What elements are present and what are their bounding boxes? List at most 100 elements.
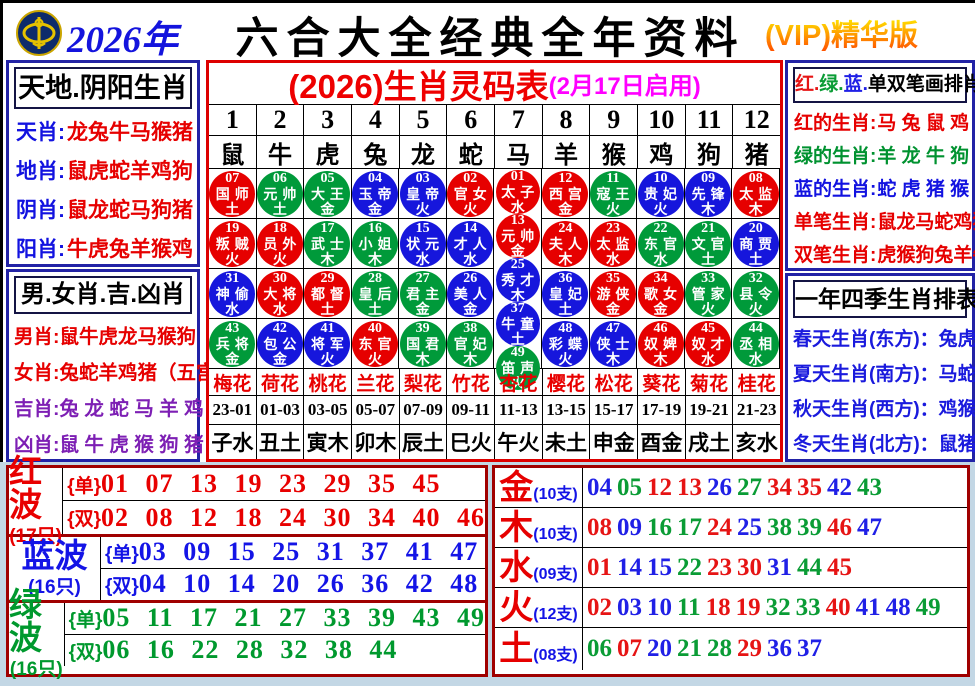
row-value: 虎猴狗兔羊牛: [877, 245, 975, 266]
brand-logo-icon: [15, 9, 63, 62]
ball-element: 水: [272, 300, 287, 317]
ball-element: 水: [701, 350, 716, 367]
ball-number: 25: [510, 257, 525, 272]
zodiac-ball-36: 36 皇妃土: [542, 270, 589, 317]
even-tag: {双}: [68, 641, 103, 663]
colored-number: 46: [827, 513, 852, 541]
color-waves-panel: 红波 (17只) {单} 01 07 13 19 23 29 35 45 {双}…: [6, 455, 488, 680]
ball-number: 32: [748, 270, 763, 286]
zodiac-row: 蓝的生肖: 蛇 虎 猪 猴: [788, 171, 972, 204]
ball-title: 武士: [310, 235, 349, 252]
green-wave-group: 绿波 (16只) {单} 05 11 17 21 27 33 39 43 49 …: [9, 588, 485, 680]
element-numbers: 08 09 16 17 24 25 38 39 46 47: [583, 508, 967, 547]
zodiac-animal: 马: [495, 136, 543, 168]
row-label: 单笔生肖:: [794, 212, 877, 233]
zodiac-cell: 39 国君木: [399, 319, 447, 369]
column-number: 4: [352, 105, 400, 135]
colored-number: 蓝.: [843, 74, 868, 95]
zodiac-row: 绿的生肖: 羊 龙 牛 狗: [788, 138, 972, 171]
ball-number: 39: [415, 320, 430, 336]
zodiac-ball-38: 38 官妃木: [447, 320, 494, 367]
ball-number: 13: [510, 213, 525, 228]
zodiac-ball-14: 14 才人水: [447, 220, 494, 267]
odd-numbers: 01 07 13 19 23 29 35 45: [101, 469, 441, 498]
colored-number: 20: [647, 635, 672, 662]
row-value: 兔 龙 蛇 马 羊 鸡: [59, 397, 204, 420]
zodiac-ball-02: 02 官女火: [447, 170, 494, 217]
colored-number: 08: [587, 513, 612, 541]
ball-number: 17: [320, 220, 335, 236]
zodiac-ball-39: 39 国君木: [399, 320, 446, 367]
zodiac-cell: 11 寇王火: [589, 169, 638, 219]
zodiac-cell: 23 太监水: [589, 219, 638, 269]
ball-title: 寇王: [596, 185, 635, 202]
ball-element: 土: [701, 250, 716, 267]
flower-label: 兰花: [352, 369, 400, 395]
zodiac-ball-10: 10 贵妃火: [637, 170, 684, 217]
element-row-water: 水 (09支) 01 14 15 22 23 30 31 44 45: [495, 548, 967, 588]
ball-title: 都督: [310, 285, 349, 302]
odd-tag: {单}: [67, 475, 101, 497]
ball-title: 官妃: [453, 335, 492, 352]
element-name: 土: [499, 630, 534, 668]
ball-element: 金: [510, 243, 525, 259]
ball-number: 41: [320, 320, 335, 336]
flower-label: 松花: [590, 369, 639, 395]
colored-number: 01: [587, 553, 612, 581]
element-row-wood: 木 (10支) 08 09 16 17 24 25 38 39 46 47: [495, 508, 967, 548]
ball-title: 官女: [453, 185, 492, 202]
zodiac-ball-23: 23 太监水: [589, 220, 636, 267]
zodiac-ball-41: 41 将军火: [304, 320, 351, 367]
zodiac-animal: 鸡: [638, 136, 686, 168]
zodiac-cell: 29 都督土: [304, 269, 352, 319]
table-title-main: (2026)生肖灵码表: [288, 67, 549, 105]
even-tag: {双}: [105, 575, 139, 597]
element-label: 土 (08支): [495, 628, 583, 670]
zodiac-cell: 41 将军火: [304, 319, 352, 369]
wave-label: 蓝波 (16只): [9, 537, 101, 600]
zodiac-ball-29: 29 都督土: [304, 270, 351, 317]
ball-title: 国君: [406, 335, 445, 352]
zodiac-row: 红的生肖: 马 兔 鼠 鸡: [788, 105, 972, 138]
wave-label: 绿波 (16只): [9, 588, 65, 680]
flower-label: 桂花: [737, 373, 776, 395]
colored-number: 06: [587, 635, 612, 662]
panel-title: 一年四季生肖排表: [793, 280, 975, 318]
ball-element: 木: [748, 200, 763, 217]
wave-name: 绿波: [9, 586, 42, 656]
even-numbers-row: {双} 04 10 14 20 26 36 42 48: [101, 569, 485, 600]
ball-element: 火: [463, 200, 478, 217]
time-range: 01-03: [257, 396, 305, 424]
row-value: 牛虎兔羊猴鸡: [67, 237, 193, 261]
ball-number: 37: [510, 301, 525, 316]
zodiac-ball-06: 06 元帅土: [256, 170, 303, 217]
ball-element: 水: [653, 250, 668, 267]
ball-element: 土: [225, 200, 240, 217]
row-value: 鼠 牛 虎 猴 狗 猪: [59, 433, 204, 456]
wave-count: (16只): [9, 659, 63, 680]
colored-number: 19: [735, 593, 761, 621]
zodiac-ball-22: 22 东官水: [637, 220, 684, 267]
page-title: 六合大全经典全年资料: [235, 15, 746, 63]
ball-title: 奴婢: [644, 335, 683, 352]
ball-number: 11: [606, 170, 620, 186]
ball-title: 笛声: [501, 360, 540, 376]
zodiac-cell: 18 员外火: [256, 219, 305, 269]
zodiac-ball-11: 11 寇王火: [589, 170, 636, 217]
odd-tag: {单}: [68, 609, 103, 631]
branch-element: 亥水: [735, 432, 778, 455]
ball-title: 元帅: [263, 185, 302, 202]
row-value: 鼠龙蛇马狗猪: [67, 198, 193, 222]
even-tag: {双}: [67, 509, 101, 530]
zodiac-ball-16: 16 小姐木: [352, 220, 399, 267]
time-range: 11-13: [495, 396, 543, 424]
zodiac-ball-44: 44 丞相水: [732, 320, 779, 367]
row-value: 龙兔牛马猴猪: [67, 120, 193, 144]
wave-count: (16只): [28, 576, 81, 598]
zodiac-animal: 羊: [543, 136, 591, 168]
ball-element: 金: [605, 300, 620, 317]
element-name: 火: [499, 588, 534, 627]
ball-element: 火: [225, 250, 240, 267]
column-number: 12: [743, 105, 770, 134]
zodiac-row: 女肖: 兔蛇羊鸡猪（五宫）: [9, 352, 235, 388]
